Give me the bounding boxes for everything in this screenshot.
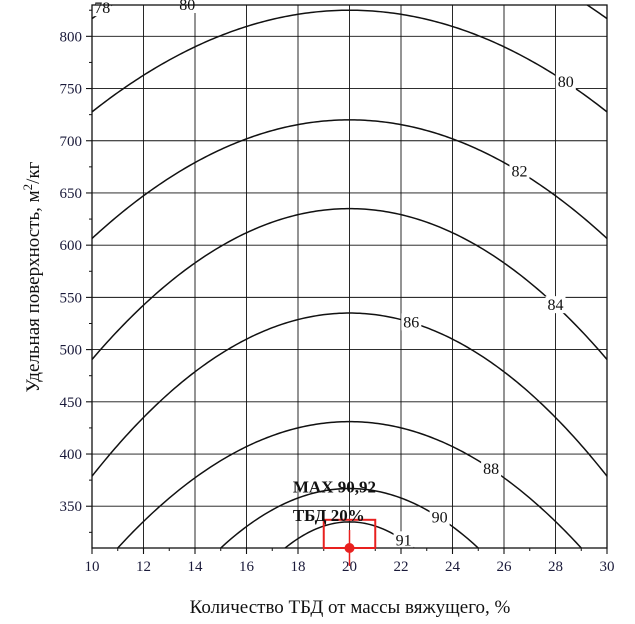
annotation-tbd-percent: ТБД 20% xyxy=(293,506,365,525)
x-tick-label: 12 xyxy=(136,559,151,575)
contour-label-80-right: 80 xyxy=(558,74,574,91)
max-highlight: MAX 90,92 ТБД 20% xyxy=(293,478,377,566)
x-tick-label: 30 xyxy=(600,559,615,575)
contour-label-bg xyxy=(393,531,414,549)
contour-labels: 78 80 82 84 86 88 90 91 80 xyxy=(93,0,576,549)
x-tick-label: 18 xyxy=(291,559,306,575)
axis-ticks: 10 12 14 16 18 20 22 24 26 28 30 350 400 450 500 550 600… xyxy=(60,9,615,575)
contour-label-84: 84 xyxy=(548,297,564,314)
contour-line-86 xyxy=(92,312,607,478)
y-tick-label: 750 xyxy=(60,82,83,98)
y-tick-label: 600 xyxy=(60,238,83,254)
contour-label-88: 88 xyxy=(483,461,499,478)
contour-line-84 xyxy=(92,207,607,361)
y-tick-label: 700 xyxy=(60,134,83,150)
y-tick-label: 650 xyxy=(60,186,83,202)
contour-label-82: 82 xyxy=(511,164,527,181)
contour-label-bg xyxy=(555,72,576,90)
contour-label-91: 91 xyxy=(396,532,412,549)
y-tick-label: 400 xyxy=(60,447,83,463)
contour-label-bg xyxy=(401,313,422,331)
x-tick-label: 20 xyxy=(342,559,357,575)
contour-label-bg xyxy=(177,0,198,13)
y-axis-title: Удельная поверхность, м2/кг xyxy=(20,161,45,392)
contour-label-86: 86 xyxy=(403,314,419,331)
x-tick-label: 24 xyxy=(445,559,461,575)
x-tick-label: 16 xyxy=(239,559,255,575)
contour-label-bg xyxy=(429,508,450,526)
contour-line-80 xyxy=(92,9,607,113)
x-tick-label: 26 xyxy=(497,559,513,575)
contour-line-82 xyxy=(92,119,607,240)
x-tick-label: 28 xyxy=(548,559,563,575)
x-tick-label: 22 xyxy=(394,559,409,575)
y-tick-label: 500 xyxy=(60,343,83,359)
x-tick-label: 10 xyxy=(85,559,100,575)
contour-label-78: 78 xyxy=(94,0,110,17)
contour-label-bg xyxy=(93,0,112,17)
contour-label-bg xyxy=(545,296,566,314)
y-tick-label: 550 xyxy=(60,290,83,306)
contour-lines xyxy=(92,5,607,548)
x-tick-label: 14 xyxy=(188,559,204,575)
contour-label-90: 90 xyxy=(432,510,448,527)
contour-label-80: 80 xyxy=(179,0,195,14)
y-tick-label: 450 xyxy=(60,395,83,411)
x-axis-title: Количество ТБД от массы вяжущего, % xyxy=(190,597,511,618)
contour-label-bg xyxy=(509,162,530,180)
annotation-max-value: MAX 90,92 xyxy=(293,478,376,497)
y-tick-label: 800 xyxy=(60,29,83,45)
y-tick-label: 350 xyxy=(60,499,83,515)
max-point xyxy=(344,543,355,553)
grid-lines xyxy=(92,5,607,548)
contour-label-bg xyxy=(481,459,502,477)
contour-line-88 xyxy=(116,420,583,548)
